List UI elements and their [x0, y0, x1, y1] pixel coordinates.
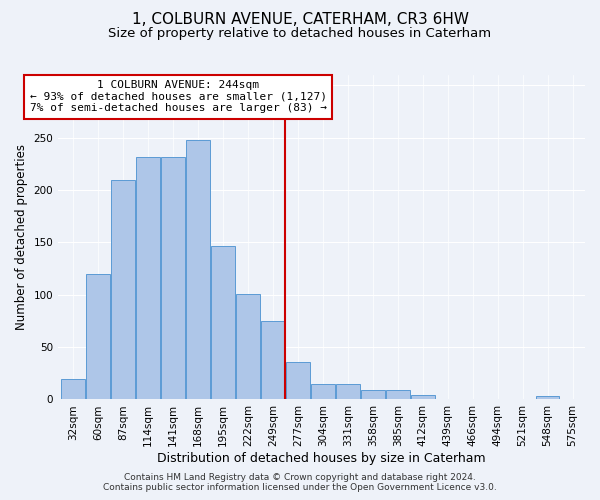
- Bar: [386, 390, 410, 400]
- Bar: [336, 384, 359, 400]
- Bar: [536, 396, 559, 400]
- X-axis label: Distribution of detached houses by size in Caterham: Distribution of detached houses by size …: [157, 452, 486, 465]
- Text: 1, COLBURN AVENUE, CATERHAM, CR3 6HW: 1, COLBURN AVENUE, CATERHAM, CR3 6HW: [131, 12, 469, 28]
- Bar: [186, 140, 210, 400]
- Text: Size of property relative to detached houses in Caterham: Size of property relative to detached ho…: [109, 28, 491, 40]
- Text: 1 COLBURN AVENUE: 244sqm
← 93% of detached houses are smaller (1,127)
7% of semi: 1 COLBURN AVENUE: 244sqm ← 93% of detach…: [29, 80, 326, 114]
- Bar: [86, 274, 110, 400]
- Bar: [136, 156, 160, 400]
- Bar: [236, 294, 260, 400]
- Text: Contains HM Land Registry data © Crown copyright and database right 2024.
Contai: Contains HM Land Registry data © Crown c…: [103, 473, 497, 492]
- Bar: [61, 378, 85, 400]
- Bar: [261, 321, 285, 400]
- Bar: [111, 180, 135, 400]
- Bar: [286, 362, 310, 400]
- Bar: [361, 390, 385, 400]
- Bar: [411, 396, 434, 400]
- Bar: [161, 156, 185, 400]
- Y-axis label: Number of detached properties: Number of detached properties: [15, 144, 28, 330]
- Bar: [211, 246, 235, 400]
- Bar: [311, 384, 335, 400]
